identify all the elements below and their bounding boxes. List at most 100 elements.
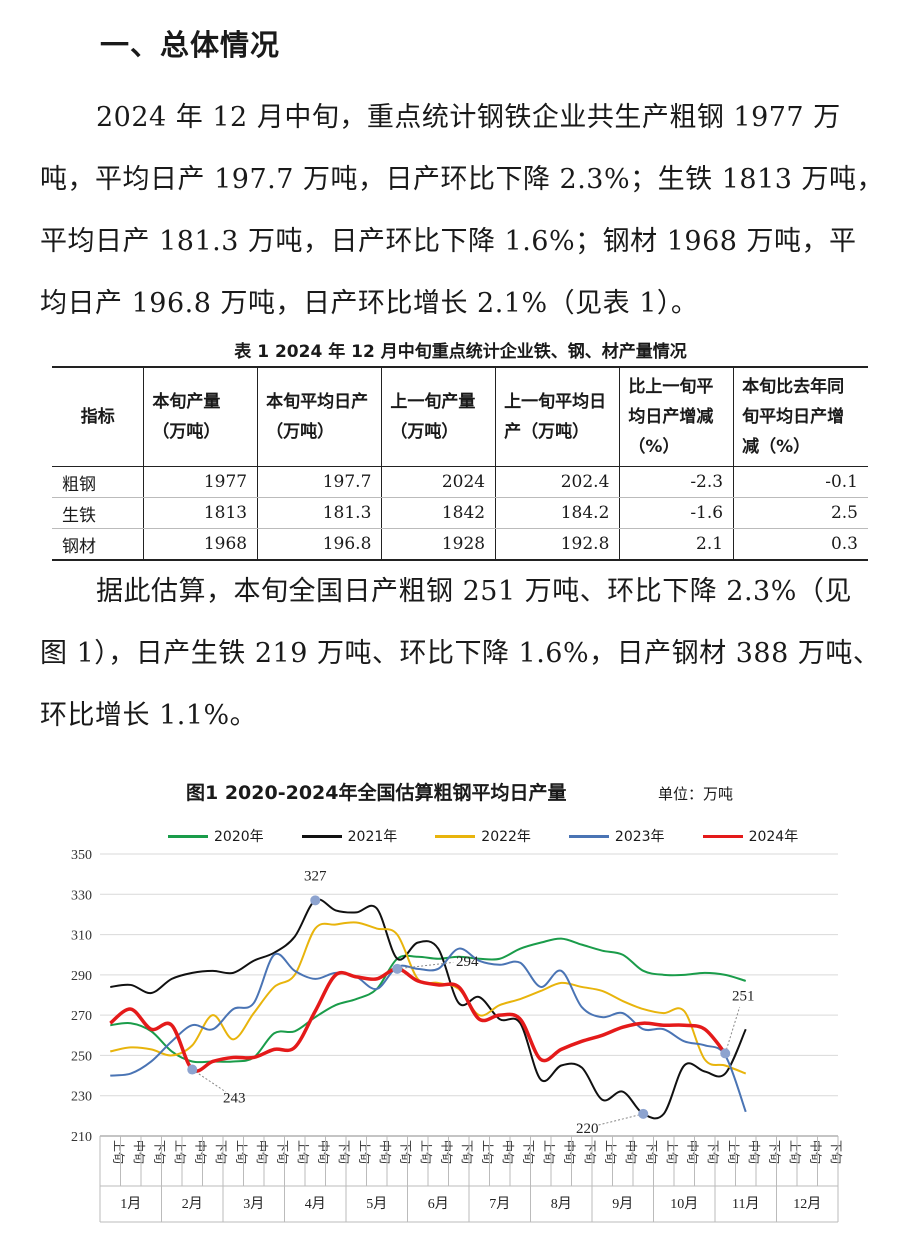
estimate-paragraph: 据此估算，本旬全国日产粗钢 251 万吨、环比下降 2.3%（见 图 1），日产… [40,561,881,747]
x-tick-label: 中旬 [624,1140,639,1164]
cell: 181.3 [257,497,383,529]
cell: 2024 [381,466,497,498]
intro-paragraph: 2024 年 12 月中旬，重点统计钢铁企业共生产粗钢 1977 万 吨，平均日… [40,87,885,335]
cell: 2.1 [619,528,735,561]
section-heading: 一、总体情况 [100,28,281,62]
x-tick-label: 中旬 [808,1140,823,1164]
cell: 2.5 [733,497,868,529]
legend-swatch [301,834,342,838]
series-line-2022年 [110,921,747,1075]
x-tick-label: 下旬 [706,1140,720,1164]
legend-item: 2023年 [568,826,665,846]
x-tick-label: 下旬 [521,1140,535,1164]
y-tick-label: 250 [71,1049,92,1064]
annotation-label: 327 [304,868,327,884]
production-table: 指标 本旬产量（万吨） 本旬平均日产（万吨） 上一旬产量（万吨） 上一旬平均日产… [52,366,868,561]
series-line-2020年 [110,937,747,1064]
x-tick-label: 中旬 [378,1140,393,1164]
annotation-leader [191,1069,227,1093]
cell: 1977 [143,466,259,498]
month-label: 10月 [670,1196,698,1212]
x-tick-label: 上旬 [542,1140,556,1164]
estimate-line: 据此估算，本旬全国日产粗钢 251 万吨、环比下降 2.3%（见 [96,576,852,607]
cell: 1968 [143,528,259,561]
cell: 192.8 [495,528,621,561]
annotation-label: 243 [223,1091,246,1107]
x-tick-label: 中旬 [316,1140,331,1164]
annotation-marker [392,963,403,974]
annotation-leader [598,1113,644,1126]
x-tick-label: 中旬 [439,1140,454,1164]
chart-figure: 图1 2020-2024年全国估算粗钢平均日产量 单位：万吨 2020年 2021… [38,758,864,1236]
intro-line: 吨，平均日产 197.7 万吨，日产环比下降 2.3%；生铁 1813 万吨， [40,164,885,195]
table-row: 钢材 1968 196.8 1928 192.8 2.1 0.3 [52,528,868,561]
x-tick-label: 中旬 [193,1140,208,1164]
month-label: 8月 [551,1196,572,1212]
legend-swatch [168,834,208,838]
annotation-marker [638,1108,649,1119]
cell: 184.2 [495,497,621,529]
series-line-2024年 [109,967,727,1073]
legend-item: 2022年 [435,826,531,846]
annotation-leader [397,961,454,970]
header-prev-daily: 上一旬平均日产（万吨） [495,366,621,467]
cell: 钢材 [52,528,145,561]
cell: 1928 [381,528,497,561]
y-tick-label: 230 [71,1090,92,1105]
annotation-label: 251 [732,988,755,1004]
cell: -1.6 [619,497,735,529]
header-change-yoy: 本旬比去年同旬平均日产增减（%） [733,366,868,467]
x-tick-label: 上旬 [603,1140,617,1164]
cell: 粗钢 [52,466,145,498]
x-tick-label: 下旬 [152,1140,166,1164]
legend-label: 2022年 [481,829,531,845]
x-tick-label: 下旬 [644,1140,658,1164]
annotation-leader [724,1006,741,1054]
table-row: 粗钢 1977 197.7 2024 202.4 -2.3 -0.1 [52,466,868,498]
x-tick-label: 下旬 [214,1140,228,1164]
annotation-label: 220 [576,1121,599,1137]
intro-line: 2024 年 12 月中旬，重点统计钢铁企业共生产粗钢 1977 万 [96,102,841,133]
legend-swatch [702,834,743,838]
legend-label: 2021年 [347,829,398,845]
x-tick-label: 下旬 [337,1140,351,1164]
x-tick-label: 中旬 [132,1140,147,1164]
legend-swatch [568,834,609,838]
y-tick-label: 210 [71,1130,92,1145]
month-label: 11月 [732,1196,759,1212]
cell: 202.4 [495,466,621,498]
x-tick-label: 上旬 [665,1140,679,1164]
annotation-marker [310,895,321,906]
x-tick-label: 上旬 [419,1140,433,1164]
month-label: 3月 [243,1196,264,1212]
header-output: 本旬产量（万吨） [143,366,259,467]
table-row: 生铁 1813 181.3 1842 184.2 -1.6 2.5 [52,497,868,529]
chart-title: 图1 2020-2024年全国估算粗钢平均日产量 [186,782,567,804]
cell: -2.3 [619,466,735,498]
estimate-line: 图 1），日产生铁 219 万吨、环比下降 1.6%，日产钢材 388 万吨、 [40,638,881,669]
month-label: 12月 [793,1196,821,1212]
month-label: 6月 [428,1196,449,1212]
month-label: 5月 [366,1196,387,1212]
table-header-row: 指标 本旬产量（万吨） 本旬平均日产（万吨） 上一旬产量（万吨） 上一旬平均日产… [52,366,868,467]
series-line-2023年 [110,947,747,1113]
x-tick-label: 中旬 [685,1140,700,1164]
x-tick-label: 下旬 [583,1140,597,1164]
month-label: 1月 [120,1196,141,1212]
x-tick-label: 上旬 [726,1140,740,1164]
intro-line: 平均日产 181.3 万吨，日产环比下降 1.6%；钢材 1968 万吨，平 [40,226,857,257]
x-tick-label: 下旬 [829,1140,843,1164]
x-tick-label: 中旬 [562,1140,577,1164]
cell: -0.1 [733,466,868,498]
month-label: 9月 [612,1196,633,1212]
month-label: 7月 [489,1196,510,1212]
y-tick-label: 270 [71,1009,92,1024]
x-tick-label: 中旬 [255,1140,270,1164]
cell: 196.8 [257,528,383,561]
x-tick-label: 上旬 [173,1140,187,1164]
x-tick-label: 中旬 [747,1140,762,1164]
cell: 0.3 [733,528,868,561]
annotation-label: 294 [456,954,479,970]
legend-label: 2020年 [214,829,264,845]
